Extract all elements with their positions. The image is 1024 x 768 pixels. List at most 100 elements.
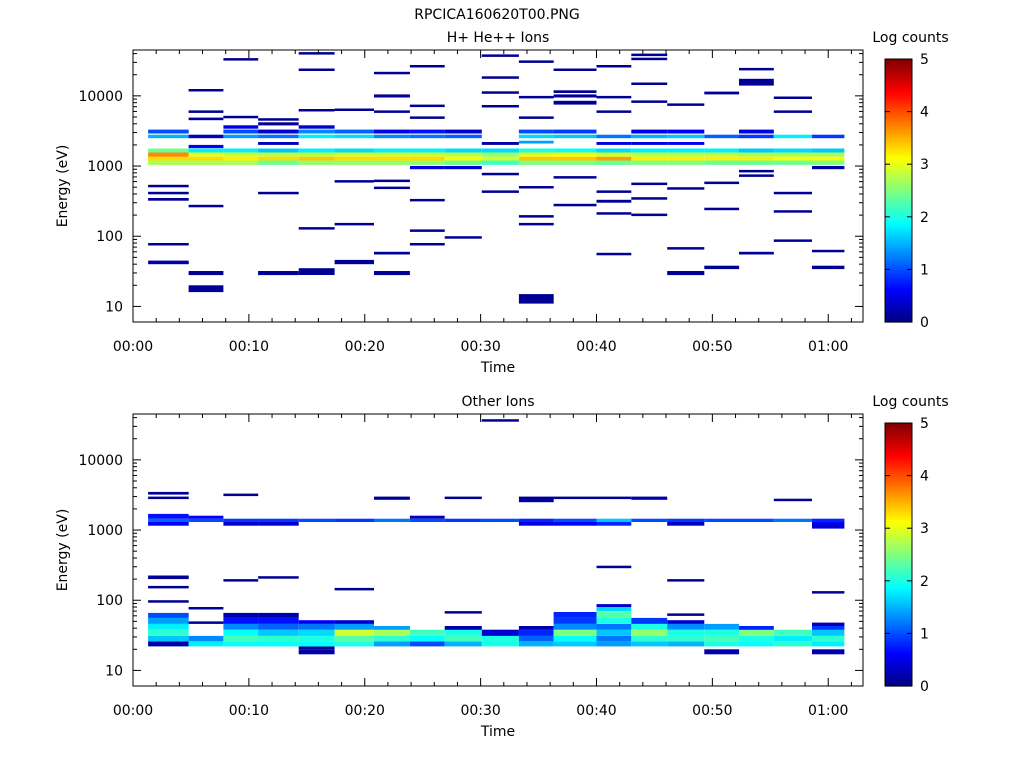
x-tick-label: 00:10 — [229, 703, 269, 719]
colorbar-segment — [885, 197, 912, 200]
colorbar-segment — [885, 427, 912, 431]
heatmap-cell — [518, 496, 554, 500]
colorbar-segment — [885, 262, 912, 266]
colorbar-segment — [885, 140, 912, 143]
heatmap-cell — [148, 156, 189, 161]
heatmap-cell — [409, 515, 445, 519]
colorbar-segment — [885, 447, 912, 450]
colorbar-tick-label: 1 — [920, 262, 929, 278]
heatmap-cell — [812, 152, 845, 157]
colorbar-segment — [885, 657, 912, 661]
colorbar-segment — [885, 477, 912, 481]
colorbar-segment — [885, 598, 912, 602]
heatmap-cell — [298, 68, 335, 71]
heatmap-cell — [298, 268, 335, 275]
heatmap-cell — [148, 635, 189, 642]
colorbar-segment — [885, 129, 912, 132]
heatmap-cell — [596, 156, 632, 161]
heatmap-cell — [739, 635, 774, 642]
colorbar-segment — [885, 216, 912, 220]
colorbar-tick-label: 3 — [920, 157, 929, 173]
heatmap-cell — [667, 620, 705, 624]
colorbar-segment — [885, 449, 912, 453]
x-tick-label: 01:00 — [808, 339, 848, 355]
colorbar-segment — [885, 69, 912, 73]
colorbar-segment — [885, 466, 912, 470]
heatmap-cell — [444, 134, 482, 139]
heatmap-cell — [518, 215, 554, 218]
heatmap-cell — [444, 156, 482, 161]
heatmap-cell — [444, 635, 482, 642]
heatmap-cell — [704, 629, 740, 636]
colorbar-segment — [885, 501, 912, 505]
colorbar-segment — [885, 519, 912, 523]
heatmap-cell — [188, 134, 224, 139]
heatmap-cell — [374, 496, 410, 500]
heatmap-cell — [223, 160, 259, 165]
heatmap-cell — [631, 53, 668, 57]
heatmap-cell — [812, 518, 845, 522]
heatmap-cell — [631, 148, 668, 153]
heatmap-cell — [596, 496, 632, 500]
heatmap-cell — [518, 518, 554, 522]
colorbar-segment — [885, 536, 912, 540]
heatmap-cell — [148, 496, 189, 500]
colorbar-segment — [885, 670, 912, 674]
colorbar-segment — [885, 135, 912, 139]
heatmap-cell — [812, 641, 845, 647]
colorbar-segment — [885, 155, 912, 159]
x-axis-label: Time — [480, 724, 515, 740]
heatmap-cell — [148, 191, 189, 195]
heatmap-cell — [188, 204, 224, 208]
heatmap-cell — [518, 641, 554, 647]
heatmap-cell — [631, 496, 668, 500]
x-tick-label: 00:40 — [576, 339, 616, 355]
colorbar-segment — [885, 80, 912, 84]
colorbar-segment — [885, 102, 912, 106]
heatmap-cell — [481, 91, 519, 94]
heatmap-cell — [812, 166, 845, 170]
colorbar-segment — [885, 462, 912, 466]
colorbar-segment — [885, 508, 912, 512]
heatmap-cell — [667, 156, 705, 161]
heatmap-cell — [553, 160, 597, 165]
colorbar-segment — [885, 655, 912, 659]
colorbar-segment — [885, 425, 912, 428]
colorbar-segment — [885, 278, 912, 281]
colorbar-segment — [885, 666, 912, 670]
colorbar-segment — [885, 120, 912, 124]
colorbar-segment — [885, 194, 912, 198]
heatmap-cell — [444, 236, 482, 239]
heatmap-cell — [223, 522, 259, 526]
heatmap-cell — [631, 156, 668, 161]
colorbar-segment — [885, 85, 912, 89]
heatmap-cell — [553, 148, 597, 153]
heatmap-cell — [773, 156, 812, 161]
heatmap-cell — [553, 518, 597, 522]
colorbar-segment — [885, 124, 912, 128]
heatmap-cell — [667, 187, 705, 190]
heatmap-cell — [631, 142, 668, 145]
colorbar-segment — [885, 212, 912, 216]
colorbar-segment — [885, 221, 912, 224]
colorbar-segment — [885, 497, 912, 501]
heatmap-cell — [596, 522, 632, 526]
heatmap-cell — [374, 641, 410, 647]
colorbar-segment — [885, 199, 912, 203]
heatmap-cell — [481, 518, 519, 522]
heatmap-cell — [739, 174, 774, 177]
heatmap-cell — [148, 612, 189, 618]
colorbar-segment — [885, 282, 912, 286]
heatmap-cell — [739, 78, 774, 86]
heatmap-cell — [739, 169, 774, 173]
colorbar-segment — [885, 510, 912, 514]
colorbar-tick-label: 2 — [920, 210, 929, 226]
colorbar-segment — [885, 572, 912, 575]
plot-frame — [132, 413, 864, 687]
colorbar-segment — [885, 569, 912, 573]
heatmap-cell — [334, 620, 374, 624]
heatmap-cell — [481, 76, 519, 79]
heatmap-cell — [258, 129, 299, 134]
colorbar-segment — [885, 637, 912, 641]
heatmap-cell — [298, 52, 335, 55]
